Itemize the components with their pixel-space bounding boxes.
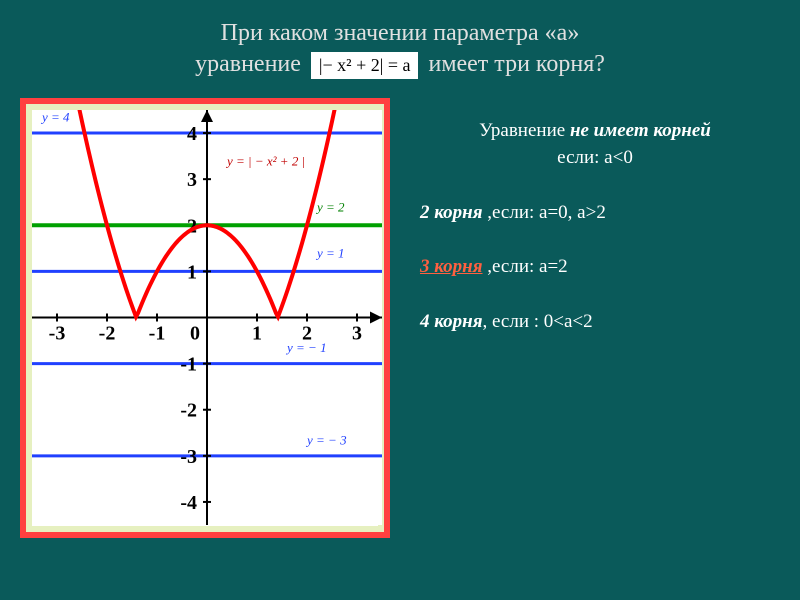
svg-text:y = − 1: y = − 1 — [285, 340, 327, 355]
content-area: -3-2-10123-4-3-2-11234y = | − x² + 2 |y … — [0, 88, 800, 548]
title-line2-after: имеет три корня? — [428, 51, 604, 77]
svg-text:-3: -3 — [180, 446, 197, 468]
svg-text:3: 3 — [187, 170, 197, 192]
svg-text:1: 1 — [252, 323, 262, 345]
svg-text:y = 1: y = 1 — [315, 246, 345, 261]
svg-text:y = 2: y = 2 — [315, 200, 345, 215]
chart: -3-2-10123-4-3-2-11234y = | − x² + 2 |y … — [32, 110, 378, 526]
svg-text:-1: -1 — [180, 354, 197, 376]
svg-text:-4: -4 — [180, 492, 197, 514]
svg-text:-3: -3 — [49, 323, 66, 345]
answer-two-roots: 2 корня ,если: a=0, a>2 — [420, 200, 770, 227]
svg-text:-1: -1 — [149, 323, 166, 345]
svg-text:3: 3 — [352, 323, 362, 345]
svg-text:1: 1 — [187, 262, 197, 284]
svg-text:y = | − x² + 2 |: y = | − x² + 2 | — [225, 154, 305, 169]
title-line2-before: уравнение — [195, 51, 301, 77]
answer-no-roots: Уравнение не имеет корней если: a<0 — [420, 118, 770, 171]
svg-text:-2: -2 — [180, 400, 197, 422]
svg-text:y = 4: y = 4 — [40, 110, 70, 125]
answers-panel: Уравнение не имеет корней если: a<0 2 ко… — [410, 98, 780, 538]
svg-text:-2: -2 — [99, 323, 116, 345]
chart-frame: -3-2-10123-4-3-2-11234y = | − x² + 2 |y … — [20, 98, 390, 538]
title-equation: |− x² + 2| = a — [311, 52, 419, 79]
svg-text:0: 0 — [190, 323, 200, 345]
answer-four-roots: 4 корня, если : 0<a<2 — [420, 309, 770, 336]
answer-three-roots: 3 корня ,если: a=2 — [420, 254, 770, 281]
slide-title: При каком значении параметра «а» уравнен… — [0, 0, 800, 88]
svg-text:4: 4 — [187, 123, 197, 145]
svg-text:y = − 3: y = − 3 — [305, 433, 347, 448]
title-line1: При каком значении параметра «а» — [221, 20, 580, 46]
